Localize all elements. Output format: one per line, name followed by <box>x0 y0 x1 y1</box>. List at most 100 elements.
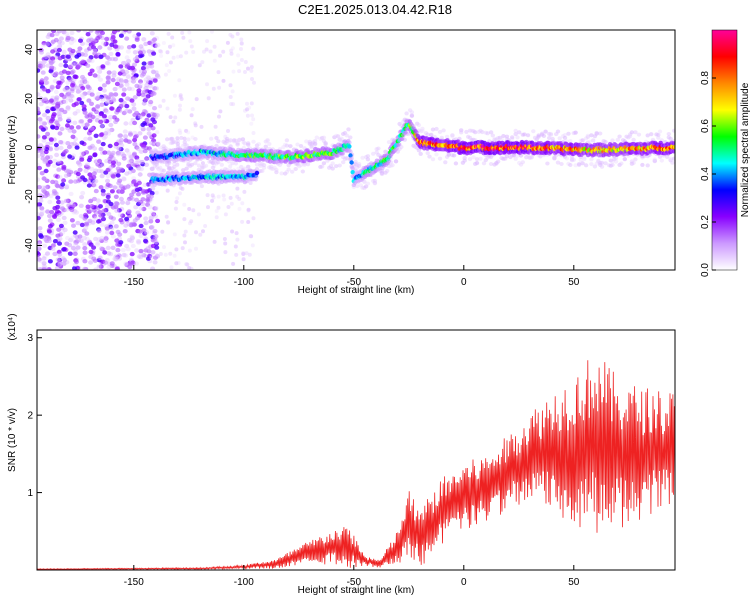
spectrogram-cell <box>254 162 260 167</box>
spectrogram-cell <box>146 49 152 54</box>
spectrogram-cell <box>168 137 173 142</box>
y-tick-label: 2 <box>27 411 33 422</box>
spectrogram-cell <box>596 159 601 164</box>
spectrogram-cell <box>84 80 90 85</box>
spectrogram-cell <box>45 109 51 114</box>
spectrogram-cell <box>235 237 240 242</box>
spectrogram-cell <box>136 88 142 93</box>
spectrogram-cell <box>73 74 79 80</box>
spectrogram-cell <box>107 143 113 149</box>
spectrogram-cell <box>330 155 336 160</box>
spectrogram-cell <box>149 166 155 171</box>
spectrogram-cell <box>132 57 138 62</box>
spectrogram-cell <box>571 157 576 162</box>
spectrogram-cell <box>135 115 141 121</box>
spectrogram-cell <box>250 243 255 248</box>
spectrogram-cell <box>82 177 88 183</box>
spectrogram-cell <box>138 254 144 260</box>
spectrogram-cell <box>201 229 205 234</box>
spectrogram-cell <box>180 246 185 251</box>
spectrogram-cell <box>96 237 102 242</box>
spectrogram-cell <box>206 205 210 210</box>
spectrogram-cell <box>124 55 130 60</box>
spectrogram-cell <box>543 129 548 134</box>
spectrogram-cell <box>400 119 406 124</box>
spectrogram-cell <box>142 69 147 75</box>
spectrogram-cell <box>131 79 136 84</box>
spectrogram-cell <box>145 94 151 99</box>
spectrogram-cell <box>103 108 109 113</box>
spectrogram-cell <box>66 169 72 174</box>
spectrogram-cell <box>355 184 360 189</box>
spectrogram-cell <box>409 110 415 115</box>
spectrogram-cell <box>127 237 132 243</box>
spectrogram-cell <box>193 161 198 166</box>
spectrogram-cell <box>671 156 675 161</box>
spectrogram-cell <box>474 157 480 162</box>
spectrogram-cell <box>118 240 124 245</box>
spectrogram-cell <box>462 158 467 163</box>
spectrogram-cell <box>393 159 399 164</box>
x-tick-label: -100 <box>234 577 254 588</box>
spectrogram-cell <box>312 138 318 143</box>
spectrogram-cell <box>128 154 134 159</box>
spectrogram-cell <box>210 193 215 198</box>
spectrogram-cell <box>513 132 518 137</box>
spectrogram-cell <box>95 242 100 247</box>
spectrogram-cell <box>254 174 260 179</box>
spectrogram-cell <box>355 165 360 170</box>
spectrogram-cell <box>529 155 534 160</box>
spectrogram-cell <box>450 134 455 139</box>
spectrogram-cell <box>119 68 125 73</box>
spectrogram-cell <box>242 141 247 146</box>
spectrogram-cell <box>98 185 104 190</box>
spectrogram-cell <box>126 45 132 50</box>
spectrogram-cell <box>98 77 103 82</box>
spectrogram-cell <box>298 163 304 168</box>
spectrogram-cell <box>383 170 388 175</box>
spectrogram-cell <box>154 73 160 78</box>
spectrogram-cell <box>191 50 196 54</box>
spectrogram-cell <box>136 165 142 171</box>
spectrogram-cell <box>141 206 147 212</box>
spectrogram-cell <box>102 250 108 255</box>
spectrogram-cell <box>182 217 187 222</box>
spectrogram-cell <box>59 75 65 80</box>
spectrogram-cell <box>188 221 192 226</box>
spectrogram-cell <box>403 130 408 135</box>
spectrogram-cell <box>353 159 358 164</box>
spectrogram-cell <box>66 93 72 98</box>
spectrogram-cell <box>603 161 608 166</box>
spectrogram-cell <box>246 142 251 147</box>
spectrogram-cell <box>182 202 187 207</box>
spectrogram-cell <box>140 92 146 98</box>
spectrogram-cell <box>58 223 64 229</box>
spectrogram-cell <box>45 209 51 214</box>
spectrogram-cell <box>253 177 259 182</box>
spectrogram-cell <box>123 78 129 84</box>
spectrogram-cell <box>99 235 105 241</box>
spectrogram-cell <box>568 163 573 167</box>
spectrogram-cell <box>166 220 171 224</box>
spectrogram-cell <box>92 48 98 53</box>
spectrogram-cell <box>177 78 182 83</box>
spectrogram-cell <box>103 41 109 46</box>
spectrogram-cell <box>132 151 137 156</box>
spectrogram-cell <box>664 154 670 159</box>
spectrogram-cell <box>56 167 62 172</box>
spectrogram-cell <box>356 163 362 168</box>
snr-panel: -150 -100 -50 0 50 1 2 3 Height of straight li… <box>7 313 676 596</box>
spectrogram-cell <box>50 59 56 64</box>
spectrogram-cell <box>41 59 47 65</box>
spectrogram-cell <box>309 143 314 148</box>
spectrogram-cell <box>254 170 260 176</box>
spectrogram-cell <box>260 169 265 173</box>
spectrogram-cell <box>105 100 111 105</box>
spectrogram-cell <box>233 161 239 166</box>
spectrogram-cell <box>106 76 112 82</box>
spectrogram-cell <box>124 108 130 114</box>
spectrogram-cell <box>656 133 661 137</box>
spectrogram-cell <box>98 54 104 59</box>
spectrogram-cell <box>222 237 227 241</box>
spectrogram-cell <box>57 252 63 257</box>
